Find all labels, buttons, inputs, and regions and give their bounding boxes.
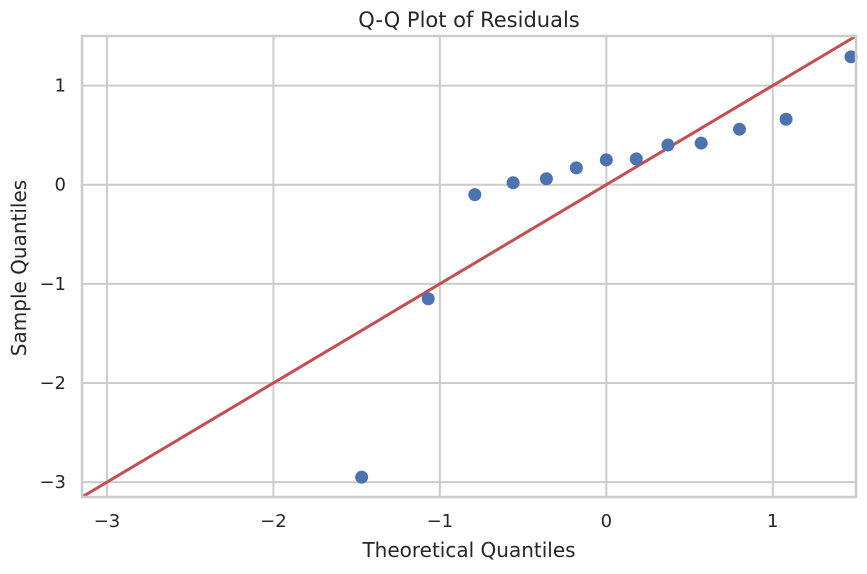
data-point [779,112,793,126]
x-tick-label: −1 [427,511,454,532]
y-tick-label: −3 [39,472,66,493]
data-point [694,136,708,150]
plot-frame [80,34,858,499]
tick-labels: −3 −2 −1 0 1 −3 −2 −1 0 1 [39,76,778,532]
data-point [539,172,553,186]
data-point [661,138,675,152]
x-tick-label: 0 [601,511,612,532]
y-tick-label: −1 [39,274,66,295]
data-point [599,153,613,167]
data-point [732,122,746,136]
data-point [468,188,482,202]
chart-title: Q-Q Plot of Residuals [358,8,579,32]
reference-line-layer [81,34,857,499]
reference-line [81,34,857,499]
data-point [421,292,435,306]
data-point [506,176,520,190]
y-tick-label: −2 [39,373,66,394]
y-axis-label: Sample Quantiles [7,180,31,356]
y-tick-label: 1 [55,76,66,97]
x-axis-label: Theoretical Quantiles [361,538,575,562]
data-points [355,50,858,484]
x-tick-label: −3 [94,511,121,532]
data-point [355,470,369,484]
data-point [629,152,643,166]
x-tick-label: −2 [260,511,287,532]
y-tick-label: 0 [55,175,66,196]
x-tick-label: 1 [767,511,778,532]
data-point [569,161,583,175]
data-point [844,50,858,64]
grid [82,36,856,497]
